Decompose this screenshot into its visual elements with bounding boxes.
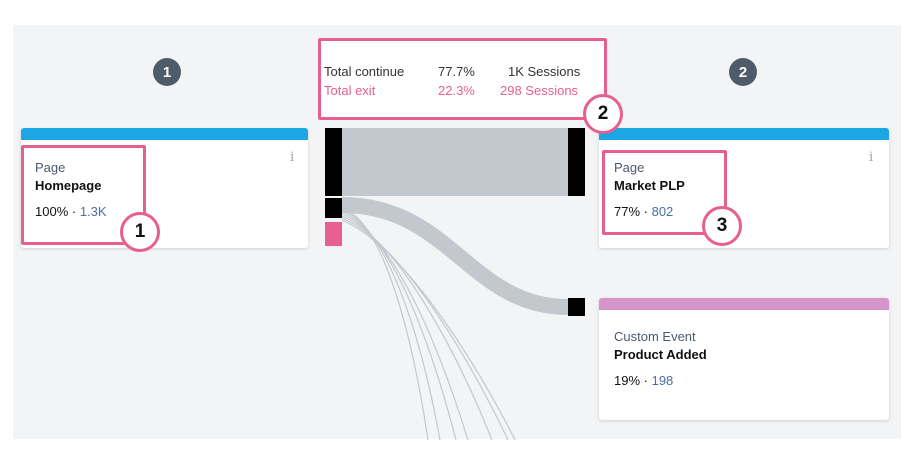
card-count: 1.3K [79, 204, 107, 219]
flow-thin-1 [341, 207, 429, 441]
node-card-homepage[interactable]: Page Homepage 100% · 1.3K i [21, 128, 308, 248]
summary-highlight [318, 38, 607, 120]
card-percent: 77% [614, 204, 641, 219]
card-name: Product Added [614, 347, 707, 362]
flow-thin-7 [341, 219, 516, 441]
source-node-other [325, 198, 342, 218]
node-card-market-plp[interactable]: Page Market PLP 77% · 802 i [599, 128, 889, 248]
callout-badge-1: 1 [120, 212, 160, 252]
total-exit-percent: 22.3% [438, 83, 475, 98]
homepage-highlight [21, 145, 146, 245]
flow-thin-2 [341, 209, 441, 441]
target-node-market-plp [568, 128, 585, 196]
flow-thin-3 [341, 211, 457, 441]
card-stats: 77% · 802 [614, 204, 673, 219]
step-summary: Total continue 77.7% 1K Sessions Total e… [318, 38, 607, 120]
card-count: 802 [651, 204, 674, 219]
card-color-bar [599, 298, 889, 310]
card-name: Homepage [35, 178, 102, 193]
stats-separator: · [640, 204, 652, 219]
flow-thin-4 [341, 213, 469, 441]
card-stats: 19% · 198 [614, 373, 673, 388]
source-node-exit [325, 222, 342, 246]
card-percent: 100% [35, 204, 69, 219]
flow-thin-5 [341, 215, 493, 441]
card-percent: 19% [614, 373, 641, 388]
callout-badge-3: 3 [702, 206, 742, 246]
card-type: Custom Event [614, 329, 696, 344]
stats-separator: · [640, 373, 652, 388]
flow-to-product-added [341, 197, 569, 315]
info-icon[interactable]: i [290, 150, 295, 165]
source-node-continue [325, 128, 342, 196]
total-continue-percent: 77.7% [438, 64, 475, 79]
total-exit-sessions: 298 Sessions [500, 83, 579, 98]
target-node-product-added [568, 298, 585, 316]
card-color-bar [599, 128, 889, 140]
card-type: Page [35, 160, 66, 175]
total-continue-label: Total continue [324, 64, 405, 79]
callout-badge-2: 2 [583, 94, 623, 134]
step-2-indicator: 2 [729, 58, 757, 86]
market-plp-highlight [602, 150, 727, 235]
flow-to-market-plp [342, 128, 568, 196]
card-stats: 100% · 1.3K [35, 204, 107, 219]
step-1-indicator: 1 [153, 58, 181, 86]
total-exit-label: Total exit [324, 83, 376, 98]
stats-separator: · [68, 204, 80, 219]
total-continue-sessions: 1K Sessions [508, 64, 581, 79]
node-card-product-added[interactable]: Custom Event Product Added 19% · 198 [599, 298, 889, 420]
card-name: Market PLP [614, 178, 685, 193]
card-count: 198 [651, 373, 674, 388]
flow-thin-6 [341, 217, 509, 441]
card-type: Page [614, 160, 645, 175]
card-color-bar [21, 128, 308, 140]
info-icon[interactable]: i [869, 150, 874, 165]
